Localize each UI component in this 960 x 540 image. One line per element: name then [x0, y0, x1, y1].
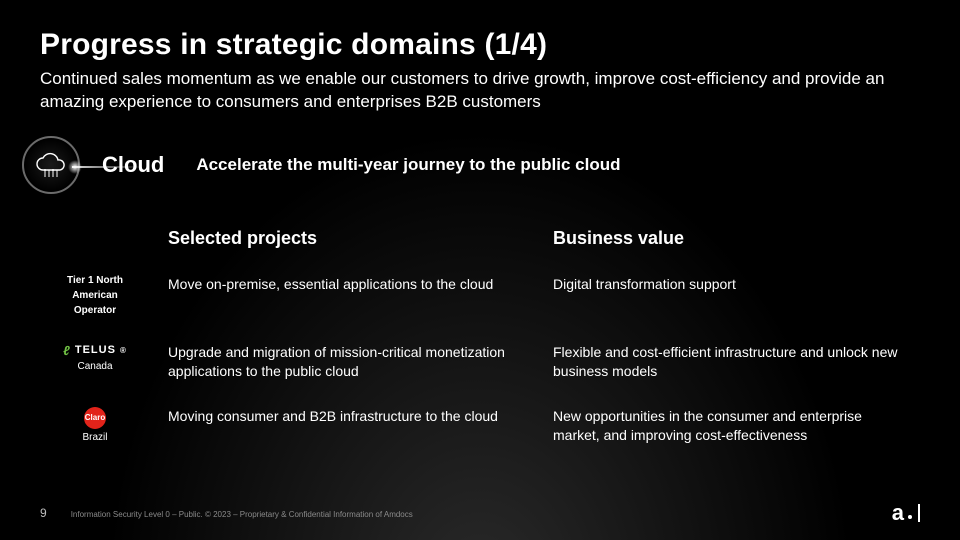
column-header-value: Business value: [553, 228, 920, 249]
footer-left: 9 Information Security Level 0 – Public.…: [40, 506, 413, 520]
slide-subtitle: Continued sales momentum as we enable ou…: [40, 68, 920, 114]
section-name: Cloud: [102, 152, 164, 178]
slide-footer: 9 Information Security Level 0 – Public.…: [40, 500, 920, 526]
page-number: 9: [40, 506, 47, 520]
content-grid: Selected projects Business value Tier 1 …: [40, 228, 920, 445]
project-text: Upgrade and migration of mission-critica…: [168, 343, 535, 381]
bar-icon: [918, 504, 920, 522]
cloud-icon: [22, 136, 80, 194]
logo-subtext: Brazil: [82, 432, 107, 444]
project-text: Move on-premise, essential applications …: [168, 275, 535, 294]
brand-logo: a: [892, 500, 920, 526]
value-text: Flexible and cost-efficient infrastructu…: [553, 343, 920, 381]
telus-wordmark: ℓ TELUS®: [63, 343, 127, 359]
section-tagline: Accelerate the multi-year journey to the…: [196, 155, 620, 175]
claro-badge-icon: Claro: [84, 407, 106, 429]
logo-subtext: Canada: [77, 361, 112, 373]
brand-letter: a: [892, 500, 904, 526]
slide-title: Progress in strategic domains (1/4): [40, 28, 920, 62]
logo-text: TELUS: [75, 344, 116, 357]
logo-text: Tier 1 North: [67, 275, 123, 287]
customer-logo-telus: ℓ TELUS® Canada: [40, 343, 150, 374]
leaf-icon: ℓ: [63, 343, 71, 359]
dot-icon: [908, 515, 912, 519]
logo-text: Claro: [85, 413, 105, 423]
column-header-projects: Selected projects: [168, 228, 535, 249]
customer-logo-claro: Claro Brazil: [40, 407, 150, 444]
customer-logo-tier1: Tier 1 North American Operator: [40, 275, 150, 317]
value-text: Digital transformation support: [553, 275, 920, 294]
logo-text: American: [72, 290, 118, 302]
project-text: Moving consumer and B2B infrastructure t…: [168, 407, 535, 426]
legal-text: Information Security Level 0 – Public. ©…: [71, 510, 413, 519]
section-header: Cloud Accelerate the multi-year journey …: [40, 136, 920, 194]
slide: Progress in strategic domains (1/4) Cont…: [0, 0, 960, 540]
value-text: New opportunities in the consumer and en…: [553, 407, 920, 445]
logo-text: Operator: [74, 305, 116, 317]
